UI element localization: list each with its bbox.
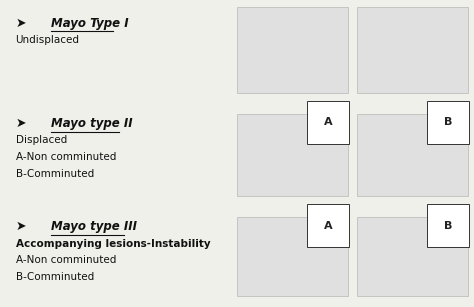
FancyBboxPatch shape — [237, 7, 348, 93]
Text: ➤: ➤ — [16, 117, 26, 130]
Text: B: B — [444, 117, 452, 127]
Text: ➤: ➤ — [16, 17, 26, 29]
Text: A-Non comminuted: A-Non comminuted — [16, 255, 116, 266]
FancyBboxPatch shape — [357, 7, 468, 93]
Text: A-Non comminuted: A-Non comminuted — [16, 152, 116, 162]
Text: B: B — [444, 220, 452, 231]
Text: B-Comminuted: B-Comminuted — [16, 272, 94, 282]
Text: A: A — [323, 117, 332, 127]
Text: Accompanying lesions-Instability: Accompanying lesions-Instability — [16, 239, 210, 249]
FancyBboxPatch shape — [357, 217, 468, 297]
FancyBboxPatch shape — [237, 114, 348, 196]
FancyBboxPatch shape — [357, 114, 468, 196]
Text: ➤: ➤ — [16, 220, 26, 233]
Text: B-Comminuted: B-Comminuted — [16, 169, 94, 179]
Text: A: A — [323, 220, 332, 231]
Text: Mayo type III: Mayo type III — [51, 220, 137, 233]
Text: Mayo type II: Mayo type II — [51, 117, 133, 130]
Text: Mayo Type I: Mayo Type I — [51, 17, 128, 29]
Text: Displaced: Displaced — [16, 135, 67, 145]
FancyBboxPatch shape — [237, 217, 348, 297]
Text: Undisplaced: Undisplaced — [16, 35, 80, 45]
